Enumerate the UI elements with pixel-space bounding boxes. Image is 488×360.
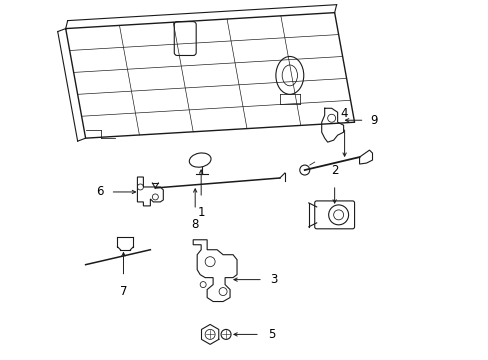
Text: 8: 8 bbox=[191, 218, 199, 231]
Text: 1: 1 bbox=[197, 206, 204, 219]
Text: 2: 2 bbox=[330, 164, 338, 177]
Text: 6: 6 bbox=[96, 185, 103, 198]
Text: 9: 9 bbox=[370, 114, 377, 127]
Text: 5: 5 bbox=[267, 328, 275, 341]
Text: 7: 7 bbox=[120, 285, 127, 298]
Text: 4: 4 bbox=[340, 107, 347, 120]
Text: 3: 3 bbox=[269, 273, 277, 286]
